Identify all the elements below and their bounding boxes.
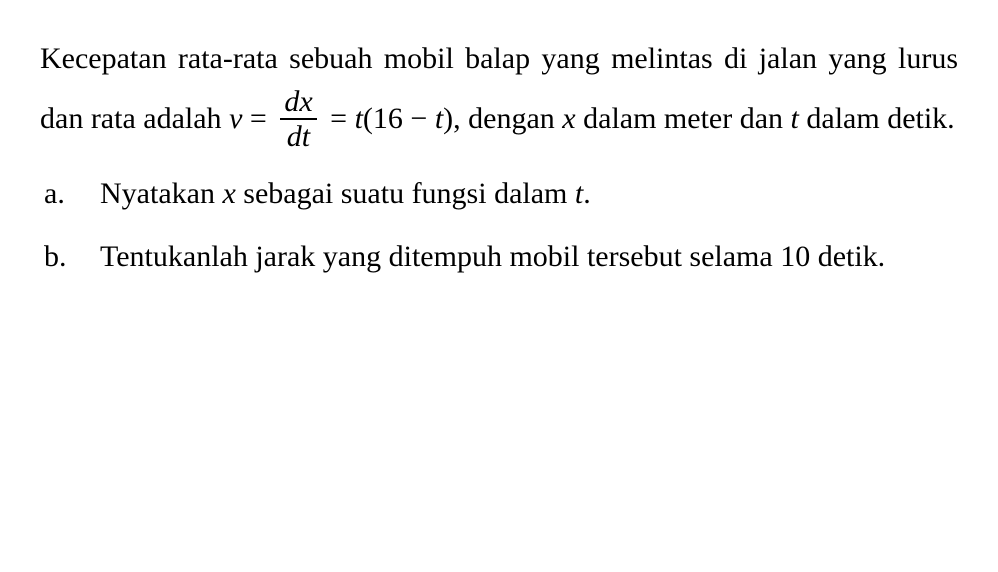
variable-v: v	[229, 102, 242, 135]
fraction-denominator: dt	[283, 120, 314, 153]
list-item-a: a. Nyatakan x sebagai suatu fungsi dalam…	[40, 165, 958, 222]
variable-t-1: t	[355, 102, 363, 135]
equals-1: =	[242, 102, 274, 135]
list-content-a: Nyatakan x sebagai suatu fungsi dalam t.	[100, 165, 958, 222]
item-a-text-1: Nyatakan	[100, 177, 222, 210]
item-a-variable-x: x	[222, 177, 235, 210]
variable-t-2: t	[435, 102, 443, 135]
list-content-b: Tentukanlah jarak yang ditempuh mobil te…	[100, 228, 958, 285]
item-a-text-3: .	[583, 177, 591, 210]
problem-statement: Kecepatan rata-rata sebuah mobil balap y…	[40, 30, 958, 155]
expression-open: (16 −	[363, 102, 435, 135]
variable-t-3: t	[791, 102, 799, 135]
intro-text-3: dalam detik.	[799, 102, 955, 135]
item-a-text-2: sebagai suatu fungsi dalam	[236, 177, 575, 210]
intro-text-2: dalam meter dan	[576, 102, 791, 135]
variable-x-1: x	[562, 102, 575, 135]
equals-2: =	[323, 102, 355, 135]
list-item-b: b. Tentukanlah jarak yang ditempuh mobil…	[40, 228, 958, 285]
list-marker-b: b.	[40, 228, 100, 285]
fraction-dx-dt: dxdt	[280, 85, 316, 153]
list-marker-a: a.	[40, 165, 100, 222]
question-list: a. Nyatakan x sebagai suatu fungsi dalam…	[40, 165, 958, 285]
item-a-variable-t: t	[575, 177, 583, 210]
fraction-numerator: dx	[280, 85, 316, 120]
expression-close: ), dengan	[443, 102, 562, 135]
